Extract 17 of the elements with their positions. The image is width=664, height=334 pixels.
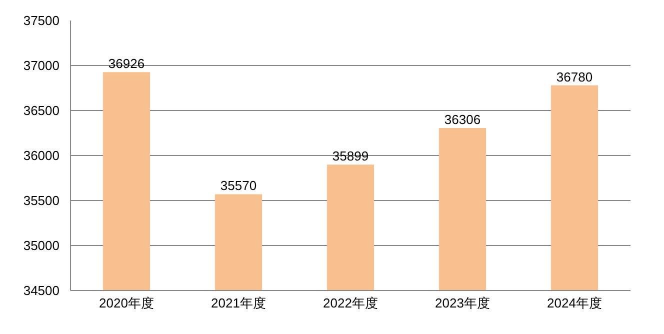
y-tick-label: 35500 [23,193,60,208]
x-tick-label: 2020年度 [99,296,154,310]
x-tick-label: 2024年度 [547,296,602,310]
y-tick-label: 35000 [23,238,60,253]
x-tick-label: 2023年度 [435,296,490,310]
data-label: 36780 [556,69,593,84]
data-label: 36926 [108,56,145,72]
y-tick-label: 36000 [23,148,60,163]
y-tick-label: 36500 [23,103,60,118]
x-tick-label: 2022年度 [323,296,378,310]
data-label: 35570 [220,178,257,194]
x-tick-label: 2021年度 [211,296,266,310]
data-label: 35899 [332,148,369,164]
y-tick-label: 34500 [23,283,60,298]
y-tick-label: 37500 [23,13,60,28]
data-label: 36306 [444,112,481,127]
y-tick-label: 37000 [23,58,60,73]
